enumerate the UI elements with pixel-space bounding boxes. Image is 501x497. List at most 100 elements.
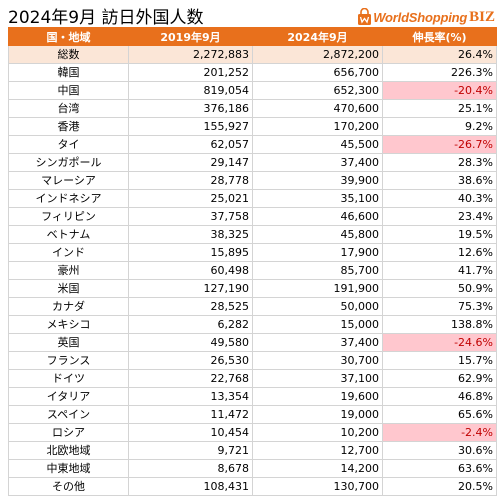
growth-cell: 12.6% xyxy=(382,243,497,262)
growth-cell: 30.6% xyxy=(382,441,497,460)
value-2024-cell: 652,300 xyxy=(252,81,383,100)
country-cell: シンガポール xyxy=(8,153,129,172)
value-2019-cell: 10,454 xyxy=(128,423,253,442)
value-2024-cell: 15,000 xyxy=(252,315,383,334)
table-row: 中東地域 8,678 14,200 63.6% xyxy=(8,459,497,478)
value-2019-cell: 8,678 xyxy=(128,459,253,478)
country-cell: ロシア xyxy=(8,423,129,442)
value-2024-cell: 2,872,200 xyxy=(252,45,383,64)
growth-cell: 38.6% xyxy=(382,171,497,190)
growth-cell: 9.2% xyxy=(382,117,497,136)
growth-cell: 40.3% xyxy=(382,189,497,208)
country-cell: 米国 xyxy=(8,279,129,298)
country-cell: イタリア xyxy=(8,387,129,406)
growth-cell: 26.4% xyxy=(382,45,497,64)
growth-cell: 46.8% xyxy=(382,387,497,406)
value-2019-cell: 49,580 xyxy=(128,333,253,352)
growth-cell: 226.3% xyxy=(382,63,497,82)
value-2019-cell: 60,498 xyxy=(128,261,253,280)
value-2024-cell: 130,700 xyxy=(252,477,383,496)
growth-cell: 138.8% xyxy=(382,315,497,334)
value-2019-cell: 13,354 xyxy=(128,387,253,406)
value-2024-cell: 37,100 xyxy=(252,369,383,388)
table-row: フィリピン 37,758 46,600 23.4% xyxy=(8,207,497,226)
table-row: カナダ 28,525 50,000 75.3% xyxy=(8,297,497,316)
table-row: 台湾 376,186 470,600 25.1% xyxy=(8,99,497,118)
growth-cell: 19.5% xyxy=(382,225,497,244)
header-2019: 2019年9月 xyxy=(128,27,253,46)
value-2024-cell: 656,700 xyxy=(252,63,383,82)
value-2024-cell: 19,600 xyxy=(252,387,383,406)
value-2019-cell: 15,895 xyxy=(128,243,253,262)
country-cell: 英国 xyxy=(8,333,129,352)
table-row: 米国 127,190 191,900 50.9% xyxy=(8,279,497,298)
value-2019-cell: 155,927 xyxy=(128,117,253,136)
value-2019-cell: 376,186 xyxy=(128,99,253,118)
growth-cell: 75.3% xyxy=(382,297,497,316)
value-2019-cell: 28,778 xyxy=(128,171,253,190)
table-row: シンガポール 29,147 37,400 28.3% xyxy=(8,153,497,172)
table-row: ロシア 10,454 10,200 -2.4% xyxy=(8,423,497,442)
value-2024-cell: 45,500 xyxy=(252,135,383,154)
growth-cell: 62.9% xyxy=(382,369,497,388)
value-2024-cell: 50,000 xyxy=(252,297,383,316)
value-2024-cell: 85,700 xyxy=(252,261,383,280)
growth-cell: 20.5% xyxy=(382,477,497,496)
shopping-bag-icon xyxy=(358,8,372,25)
table-row: スペイン 11,472 19,000 65.6% xyxy=(8,405,497,424)
header-growth: 伸長率(%) xyxy=(382,27,497,46)
country-cell: ドイツ xyxy=(8,369,129,388)
value-2019-cell: 38,325 xyxy=(128,225,253,244)
growth-cell: 63.6% xyxy=(382,459,497,478)
value-2019-cell: 108,431 xyxy=(128,477,253,496)
table-row: その他 108,431 130,700 20.5% xyxy=(8,477,497,496)
country-cell: タイ xyxy=(8,135,129,154)
value-2024-cell: 30,700 xyxy=(252,351,383,370)
table-header-row: 国・地域 2019年9月 2024年9月 伸長率(%) xyxy=(8,27,497,46)
value-2024-cell: 39,900 xyxy=(252,171,383,190)
value-2019-cell: 22,768 xyxy=(128,369,253,388)
country-cell: フィリピン xyxy=(8,207,129,226)
value-2019-cell: 26,530 xyxy=(128,351,253,370)
value-2019-cell: 819,054 xyxy=(128,81,253,100)
table-row: 中国 819,054 652,300 -20.4% xyxy=(8,81,497,100)
value-2024-cell: 191,900 xyxy=(252,279,383,298)
value-2024-cell: 37,400 xyxy=(252,333,383,352)
country-cell: メキシコ xyxy=(8,315,129,334)
table-row: インドネシア 25,021 35,100 40.3% xyxy=(8,189,497,208)
country-cell: 韓国 xyxy=(8,63,129,82)
table-row: 豪州 60,498 85,700 41.7% xyxy=(8,261,497,280)
country-cell: カナダ xyxy=(8,297,129,316)
value-2019-cell: 28,525 xyxy=(128,297,253,316)
table-row: イタリア 13,354 19,600 46.8% xyxy=(8,387,497,406)
growth-cell: -26.7% xyxy=(382,135,497,154)
growth-cell: 28.3% xyxy=(382,153,497,172)
table-row: 韓国 201,252 656,700 226.3% xyxy=(8,63,497,82)
header-country: 国・地域 xyxy=(8,27,129,46)
table-row: マレーシア 28,778 39,900 38.6% xyxy=(8,171,497,190)
value-2019-cell: 25,021 xyxy=(128,189,253,208)
table-row: 総数 2,272,883 2,872,200 26.4% xyxy=(8,45,497,64)
country-cell: その他 xyxy=(8,477,129,496)
table-row: タイ 62,057 45,500 -26.7% xyxy=(8,135,497,154)
growth-cell: 15.7% xyxy=(382,351,497,370)
growth-cell: 50.9% xyxy=(382,279,497,298)
table-row: インド 15,895 17,900 12.6% xyxy=(8,243,497,262)
value-2024-cell: 19,000 xyxy=(252,405,383,424)
value-2019-cell: 11,472 xyxy=(128,405,253,424)
growth-cell: -20.4% xyxy=(382,81,497,100)
value-2019-cell: 6,282 xyxy=(128,315,253,334)
value-2024-cell: 35,100 xyxy=(252,189,383,208)
value-2019-cell: 127,190 xyxy=(128,279,253,298)
value-2019-cell: 37,758 xyxy=(128,207,253,226)
value-2024-cell: 170,200 xyxy=(252,117,383,136)
value-2024-cell: 17,900 xyxy=(252,243,383,262)
table-row: 英国 49,580 37,400 -24.6% xyxy=(8,333,497,352)
table-row: メキシコ 6,282 15,000 138.8% xyxy=(8,315,497,334)
country-cell: マレーシア xyxy=(8,171,129,190)
page-title: 2024年9月 訪日外国人数 xyxy=(8,8,204,28)
growth-cell: 23.4% xyxy=(382,207,497,226)
brand-suffix: BIZ xyxy=(469,8,495,25)
table-row: フランス 26,530 30,700 15.7% xyxy=(8,351,497,370)
value-2024-cell: 12,700 xyxy=(252,441,383,460)
